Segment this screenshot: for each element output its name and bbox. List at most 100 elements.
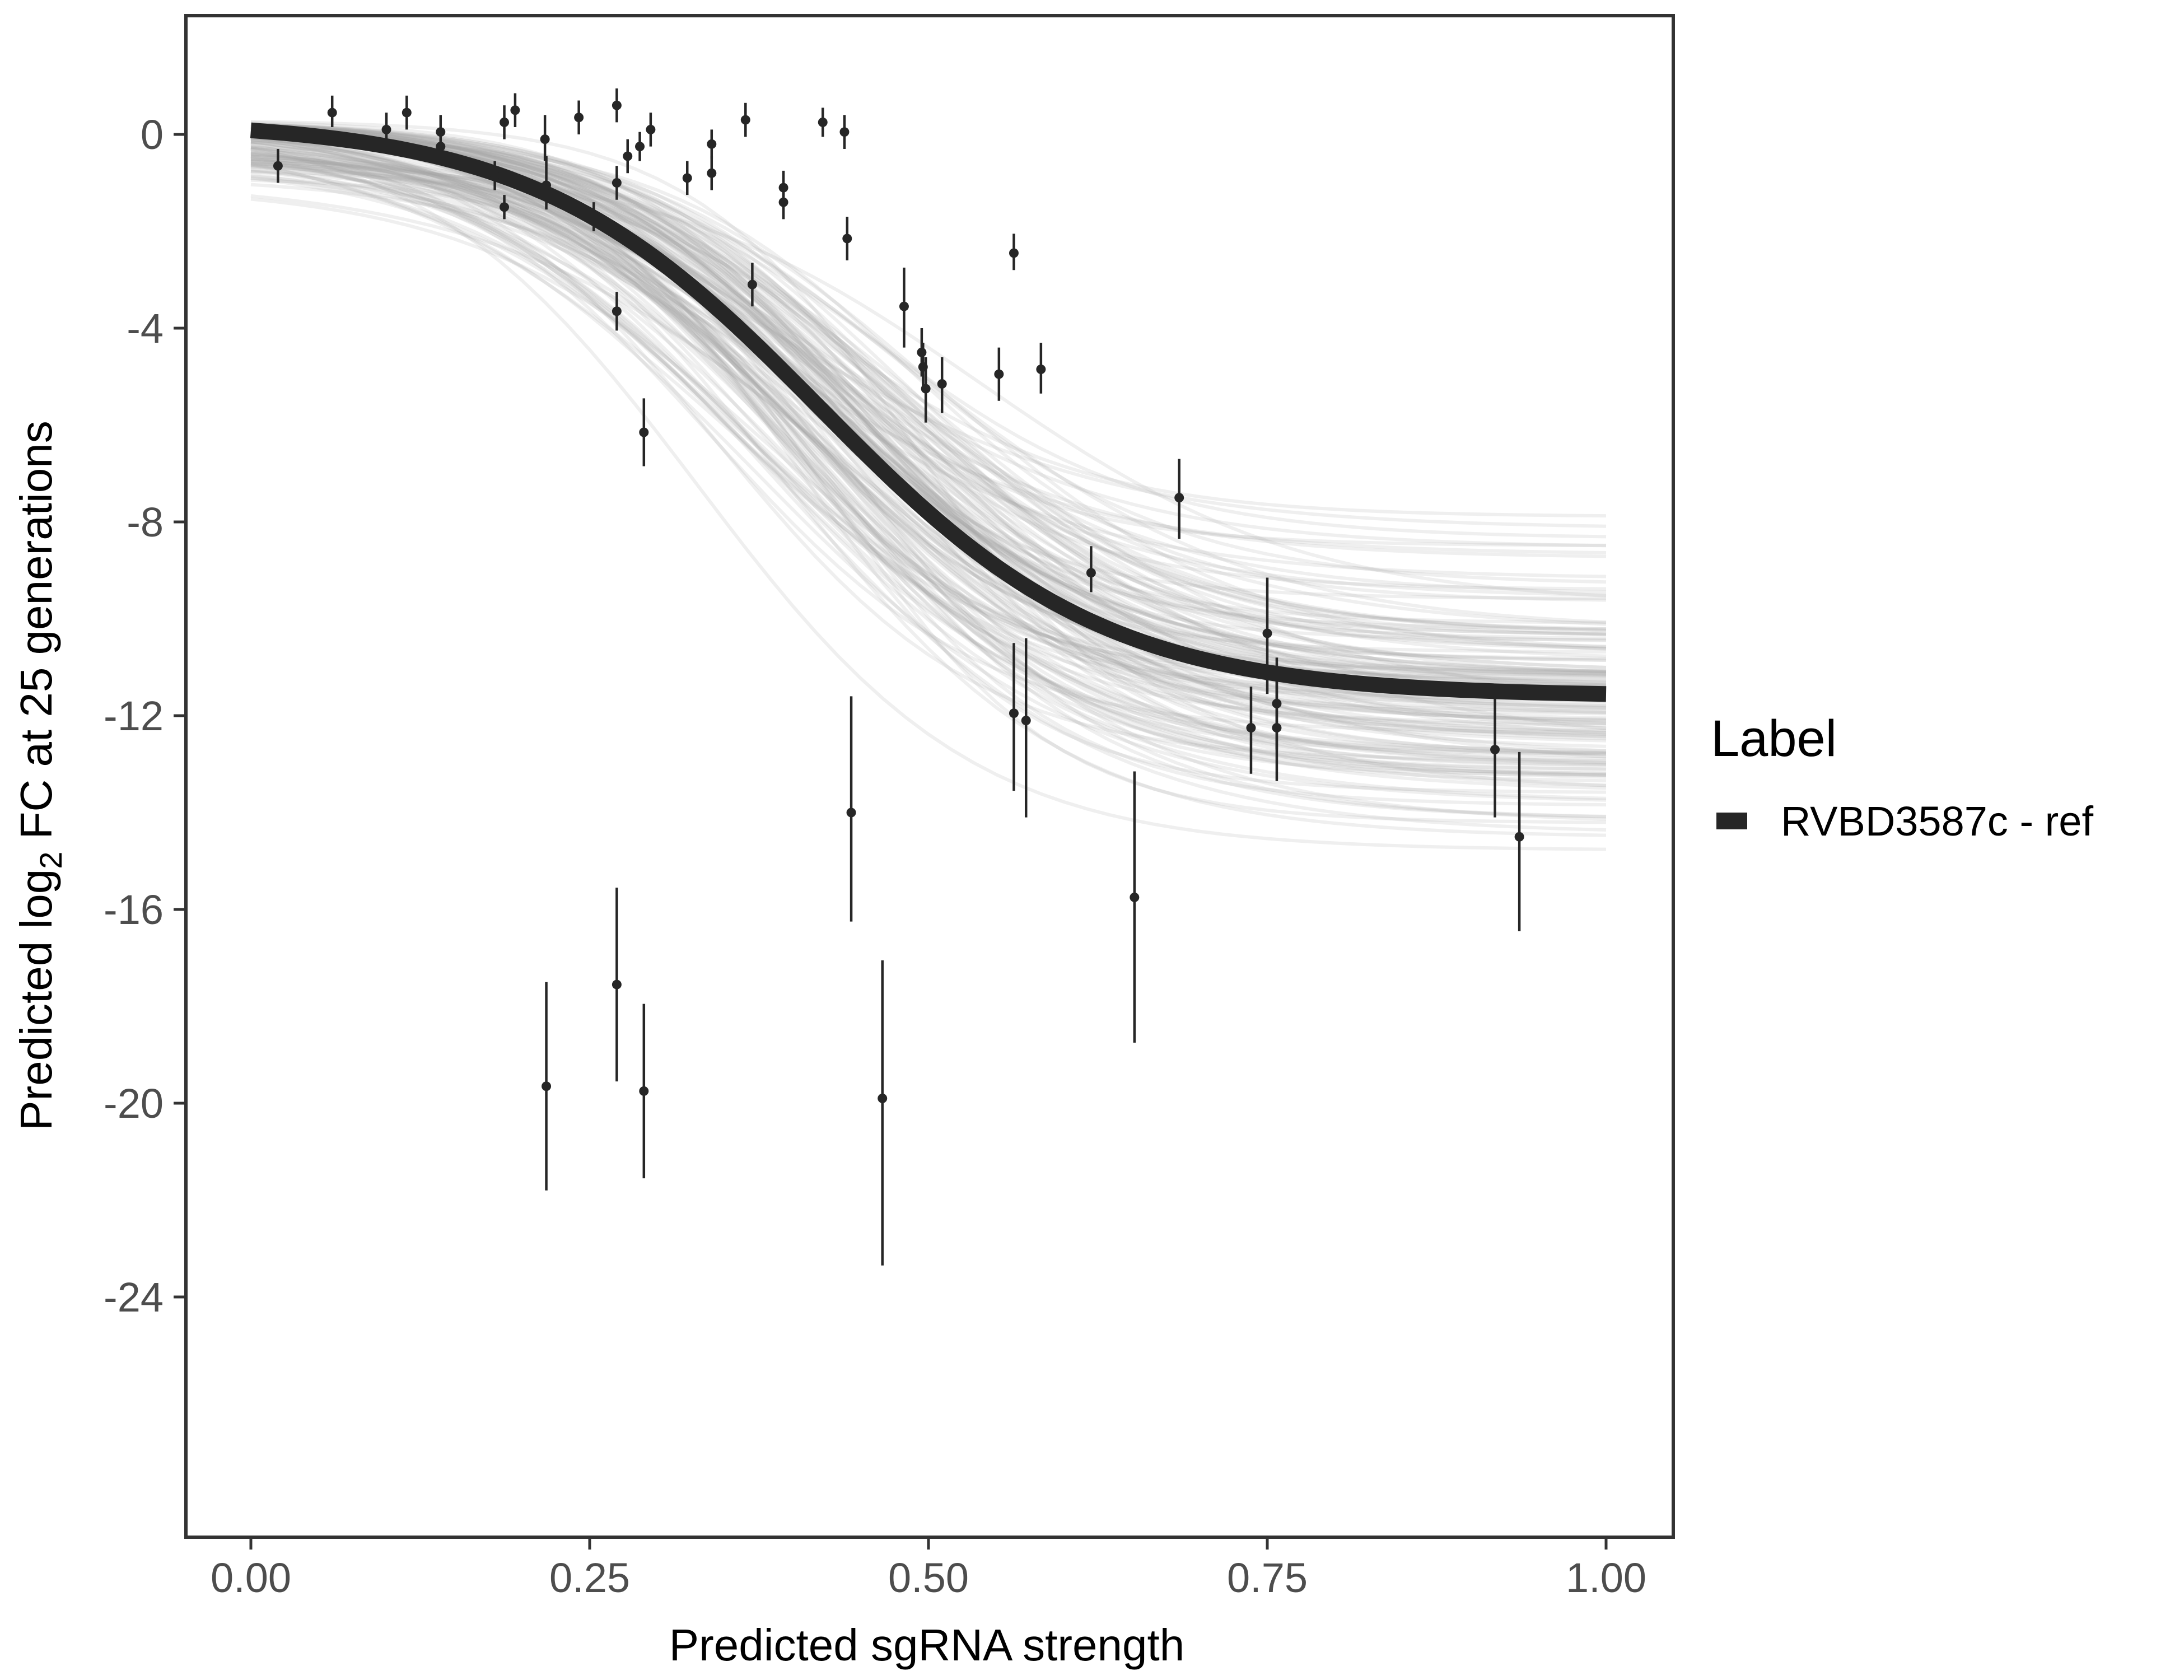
posterior-draw-line xyxy=(250,134,1607,720)
posterior-draw-line xyxy=(250,147,1607,735)
posterior-draw-line xyxy=(250,146,1607,673)
posterior-draw-line xyxy=(250,150,1607,734)
data-point xyxy=(1174,493,1184,503)
posterior-draw-line xyxy=(250,137,1607,702)
data-point xyxy=(1262,628,1272,638)
fit-curve-layer xyxy=(250,122,1607,702)
posterior-draw-line xyxy=(250,146,1607,851)
data-point xyxy=(917,347,927,357)
posterior-draw-line xyxy=(250,136,1607,759)
posterior-draw-line xyxy=(250,123,1607,678)
posterior-draw-line xyxy=(250,153,1607,741)
posterior-draw-line xyxy=(250,131,1607,761)
posterior-draw-line xyxy=(250,134,1607,690)
posterior-draw-line xyxy=(250,172,1607,753)
posterior-draw-line xyxy=(250,120,1607,767)
posterior-draw-line xyxy=(250,127,1607,676)
posterior-draw-line xyxy=(250,170,1607,554)
posterior-draw-line xyxy=(250,160,1607,632)
posterior-draw-line xyxy=(250,129,1607,771)
data-point xyxy=(740,115,750,125)
posterior-draw-line xyxy=(250,125,1607,631)
posterior-draw-line xyxy=(250,152,1607,678)
data-point xyxy=(402,108,412,118)
posterior-draw-line xyxy=(250,162,1607,708)
posterior-draw-line xyxy=(250,123,1607,600)
posterior-draw-line xyxy=(250,155,1607,766)
posterior-draw-line xyxy=(250,159,1607,716)
posterior-draw-line xyxy=(250,141,1607,650)
data-point xyxy=(1272,723,1282,733)
data-point xyxy=(1490,745,1500,755)
posterior-draw-line xyxy=(250,151,1607,722)
data-point xyxy=(994,369,1004,379)
posterior-draw-line xyxy=(250,165,1607,707)
posterior-draw-line xyxy=(250,145,1607,832)
data-point xyxy=(589,212,599,222)
posterior-draw-line xyxy=(250,136,1607,743)
posterior-draw-line xyxy=(250,167,1607,755)
data-point xyxy=(1272,698,1282,708)
posterior-draw-line xyxy=(250,170,1607,818)
posterior-draw-line xyxy=(250,130,1607,777)
data-point xyxy=(1036,365,1046,375)
data-point xyxy=(612,178,622,188)
y-tick-label: -4 xyxy=(127,305,164,352)
data-point xyxy=(623,151,633,161)
x-axis-title: Predicted sgRNA strength xyxy=(669,1620,1184,1670)
posterior-draw-line xyxy=(250,145,1607,730)
data-point xyxy=(639,427,649,437)
posterior-draw-line xyxy=(250,156,1607,759)
legend-label-rvbd3587c-ref: RVBD3587c - ref xyxy=(1781,798,2093,844)
posterior-draw-line xyxy=(250,136,1607,662)
posterior-draw-line xyxy=(250,123,1607,624)
data-point xyxy=(273,161,283,171)
data-point xyxy=(682,173,692,183)
data-point xyxy=(500,117,510,127)
posterior-draw-line xyxy=(250,124,1607,688)
posterior-draw-line xyxy=(250,123,1607,637)
posterior-draw-line xyxy=(250,135,1607,779)
posterior-draw-line xyxy=(250,129,1607,584)
posterior-draw-line xyxy=(250,120,1607,642)
y-tick-label: -8 xyxy=(127,499,164,545)
posterior-draw-line xyxy=(250,140,1607,687)
data-point xyxy=(327,108,337,118)
posterior-draw-line xyxy=(250,127,1607,710)
data-point xyxy=(612,100,622,110)
data-point xyxy=(1086,568,1096,578)
data-point xyxy=(1009,708,1019,718)
data-point xyxy=(842,234,852,244)
posterior-draw-line xyxy=(250,141,1607,528)
data-point xyxy=(707,139,717,149)
posterior-draw-line xyxy=(250,127,1607,594)
data-points xyxy=(273,100,1524,1103)
y-axis-title: Predicted log2 FC at 25 generations xyxy=(11,421,68,1130)
data-point xyxy=(381,124,391,134)
data-point xyxy=(646,124,656,134)
posterior-draw-line xyxy=(250,148,1607,721)
posterior-draw-line xyxy=(250,140,1607,684)
data-point xyxy=(542,180,552,190)
posterior-draw-line xyxy=(250,161,1607,777)
data-point xyxy=(574,113,584,123)
posterior-draw-line xyxy=(250,133,1607,539)
x-tick-label: 0.00 xyxy=(211,1555,291,1601)
posterior-draw-line xyxy=(250,142,1607,787)
posterior-draw-line xyxy=(250,125,1607,676)
data-point xyxy=(778,197,788,207)
data-point xyxy=(542,1081,552,1091)
posterior-draw-line xyxy=(250,163,1607,802)
posterior-draw-line xyxy=(250,174,1607,715)
posterior-draw-line xyxy=(250,132,1607,518)
data-point xyxy=(1246,723,1256,733)
posterior-draw-line xyxy=(250,124,1607,591)
x-tick-label: 1.00 xyxy=(1566,1555,1646,1601)
posterior-draw-line xyxy=(250,134,1607,837)
posterior-draw-line xyxy=(250,137,1607,626)
data-point xyxy=(436,142,446,152)
posterior-draw-line xyxy=(250,151,1607,548)
posterior-draw-line xyxy=(250,138,1607,636)
posterior-draw-line xyxy=(250,123,1607,648)
